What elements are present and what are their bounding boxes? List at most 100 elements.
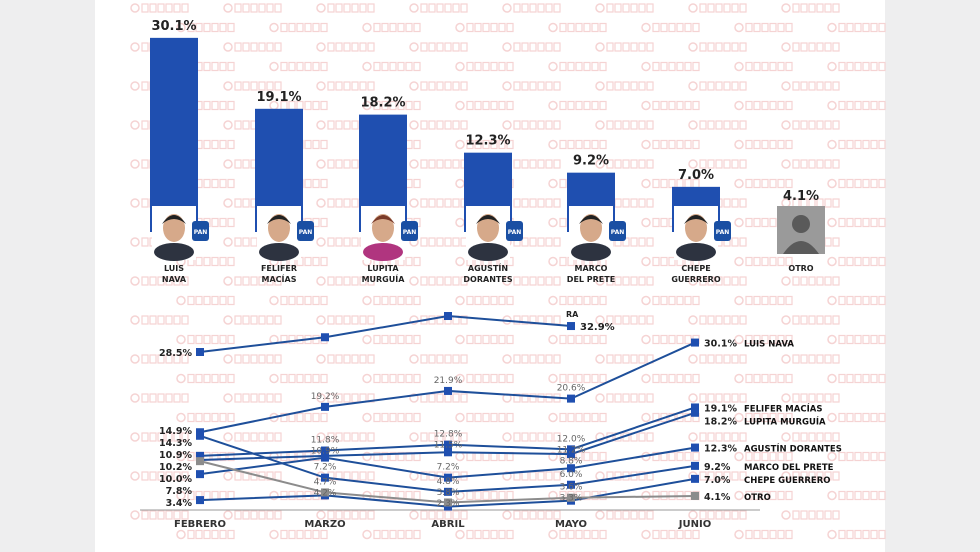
- rubrum-watermark-logo: [223, 81, 282, 91]
- rubrum-watermark-logo: [734, 451, 793, 462]
- rubrum-watermark-logo: [223, 3, 282, 13]
- rubrum-watermark-logo: [827, 451, 886, 462]
- rubrum-watermark-logo: [455, 139, 514, 150]
- candidate-name-label: OTRO: [788, 264, 813, 273]
- rubrum-watermark-logo: [641, 61, 700, 72]
- rubrum-watermark-logo: [548, 529, 607, 540]
- candidate-name-label: MACÍAS: [262, 273, 297, 284]
- rubrum-watermark-logo: [176, 22, 235, 33]
- rubrum-watermark-logo: [781, 81, 840, 91]
- rubrum-watermark-logo: [827, 490, 886, 501]
- rubrum-watermark-logo: [269, 373, 328, 384]
- bar-value-label: 30.1%: [151, 19, 196, 34]
- rubrum-watermark-logo: [316, 393, 375, 403]
- data-point-marker: [691, 461, 699, 470]
- rubrum-watermark-logo: [362, 295, 421, 306]
- end-value-label: 30.1%: [704, 339, 737, 350]
- rubrum-watermark-logo: [734, 373, 793, 384]
- pan-logo-icon: [506, 221, 523, 241]
- end-value-label: 12.3%: [704, 444, 737, 455]
- data-point-marker: [321, 402, 329, 411]
- rubrum-watermark-logo: [734, 22, 793, 33]
- candidate-name-label: DORANTES: [463, 275, 512, 284]
- rubrum-watermark-logo: [734, 178, 793, 189]
- rubrum-watermark-logo: [595, 120, 654, 130]
- data-value-label: 20.6%: [557, 384, 586, 394]
- rubrum-watermark-logo: [595, 159, 654, 169]
- start-value-label: 10.9%: [159, 450, 192, 461]
- rubrum-watermark-logo: [176, 373, 235, 384]
- rubrum-watermark-logo: [409, 510, 468, 520]
- data-value-label: 4.2%: [314, 488, 337, 498]
- rubrum-watermark-logo: [548, 334, 607, 345]
- rubrum-watermark-logo: [595, 315, 654, 325]
- series-line: [199, 315, 572, 353]
- data-point-marker: [691, 338, 699, 347]
- rubrum-watermark-logo: [316, 3, 375, 13]
- pan-logo-text: PAN: [716, 229, 730, 236]
- rubrum-watermark-logo: [176, 529, 235, 540]
- rubrum-watermark-logo: [781, 393, 840, 403]
- data-value-label: 21.9%: [434, 376, 463, 386]
- candidate-photo-face: [372, 214, 394, 242]
- rubrum-watermark-logo: [455, 412, 514, 423]
- rubrum-watermark-logo: [362, 451, 421, 462]
- series-name-label: LUPITA MURGUÍA: [744, 415, 826, 427]
- rubrum-watermark-logo: [409, 120, 468, 130]
- candidate-photo-body: [154, 243, 194, 261]
- candidate-name-label: DEL PRETE: [567, 275, 615, 284]
- rubrum-watermark-logo: [130, 393, 189, 403]
- series-name-label: AGUSTÍN DORANTES: [744, 443, 842, 455]
- rubrum-watermark-logo: [827, 412, 886, 423]
- pan-logo-icon: [609, 221, 626, 241]
- rubrum-watermark-logo: [130, 354, 189, 364]
- rubrum-watermark-logo: [362, 373, 421, 384]
- candidate-photo-hair: [684, 215, 708, 224]
- rubrum-watermark-logo: [688, 42, 747, 52]
- data-value-label: 11.8%: [311, 436, 340, 446]
- data-value-label: 10.9%: [311, 447, 340, 457]
- candidate-photo-face: [163, 214, 185, 242]
- end-value-label: 4.1%: [704, 492, 731, 503]
- data-point-marker: [444, 498, 452, 507]
- rubrum-watermark-logo: [502, 432, 561, 442]
- candidate-name-label: CHEPE: [681, 264, 710, 273]
- rubrum-watermark-logo: [362, 529, 421, 540]
- rubrum-watermark-logo: [548, 373, 607, 384]
- data-point-marker: [691, 408, 699, 417]
- rubrum-watermark-logo: [130, 510, 189, 520]
- rubrum-watermark-logo: [641, 334, 700, 345]
- data-point-marker: [444, 312, 452, 321]
- pan-logo-text: PAN: [611, 229, 625, 236]
- data-point-marker: [196, 470, 204, 479]
- data-point-marker: [321, 453, 329, 462]
- candidate-photo-body: [363, 243, 403, 261]
- rubrum-watermark-logo: [316, 315, 375, 325]
- rubrum-watermark-logo: [688, 159, 747, 169]
- candidate-photo-hair: [371, 215, 395, 224]
- rubrum-watermark-logo: [595, 276, 654, 286]
- data-point-marker: [196, 431, 204, 440]
- rubrum-watermark-logo: [781, 120, 840, 130]
- rubrum-watermark-logo: [595, 42, 654, 52]
- rubrum-watermark-logo: [641, 529, 700, 540]
- rubrum-watermark-logo: [409, 237, 468, 247]
- rubrum-watermark-logo: [409, 3, 468, 13]
- rubrum-watermark-logo: [734, 295, 793, 306]
- x-tick-label: JUNIO: [678, 519, 711, 530]
- candidate-photo-hair: [579, 215, 603, 224]
- rubrum-watermark-logo: [223, 393, 282, 403]
- rubrum-watermark-logo: [269, 22, 328, 33]
- rubrum-watermark-logo: [130, 471, 189, 481]
- rubrum-watermark-logo: [455, 295, 514, 306]
- bar-value-label: 9.2%: [573, 154, 609, 169]
- rubrum-watermark-logo: [827, 529, 886, 540]
- x-tick-label: MARZO: [304, 519, 345, 530]
- data-value-label: 7.2%: [437, 463, 460, 473]
- rubrum-watermark-logo: [781, 432, 840, 442]
- candidate-photo-body: [259, 243, 299, 261]
- data-value-label: 3.8%: [437, 488, 460, 498]
- series-name-label: FELIFER MACÍAS: [744, 402, 822, 414]
- rubrum-watermark-logo: [641, 22, 700, 33]
- rubrum-watermark-logo: [595, 354, 654, 364]
